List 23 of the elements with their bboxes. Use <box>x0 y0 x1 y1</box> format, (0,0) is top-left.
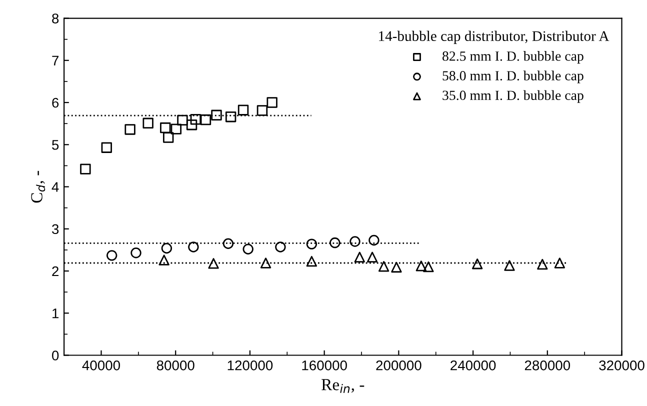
y-tick-label: 8 <box>52 14 59 24</box>
y-tick-label: 5 <box>52 140 59 150</box>
x-tick-label: 160000 <box>302 360 347 370</box>
y-axis-title: C$_{d}$, - <box>31 170 46 203</box>
y-tick-label: 7 <box>52 56 58 66</box>
y-tick-label: 2 <box>52 266 58 276</box>
x-tick-label: 280000 <box>524 360 570 370</box>
x-tick-label: 240000 <box>450 360 496 370</box>
x-tick-label: 120000 <box>228 360 273 370</box>
legend-label: 58.0 mm I. D. bubble cap <box>442 70 584 84</box>
y-tick-label: 3 <box>52 224 59 234</box>
legend-label: 35.0 mm I. D. bubble cap <box>442 90 584 103</box>
legend-label: 82.5 mm I. D. bubble cap <box>442 51 584 64</box>
x-tick-label: 80000 <box>156 360 194 370</box>
x-axis-title: Re$_{in}$, - <box>322 379 364 393</box>
y-tick-label: 0 <box>52 350 59 360</box>
y-tick-label: 6 <box>52 98 59 108</box>
x-tick-label: 40000 <box>82 360 120 370</box>
x-tick-label: 200000 <box>376 360 422 370</box>
y-tick-label: 4 <box>52 182 59 192</box>
y-tick-label: 1 <box>52 308 59 318</box>
x-tick-label: 320000 <box>599 360 644 370</box>
legend-title: 14-bubble cap distributor, Distributor A <box>379 30 610 44</box>
